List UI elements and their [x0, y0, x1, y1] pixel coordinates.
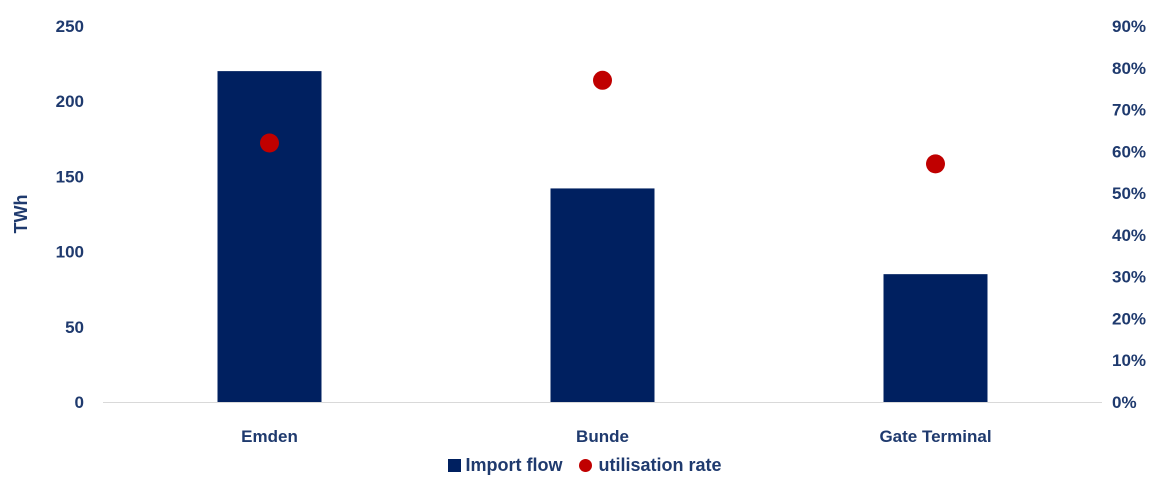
point-utilisation-rate — [926, 154, 945, 174]
y2-tick-label: 20% — [1112, 309, 1146, 328]
legend: Import flow utilisation rate — [0, 455, 1170, 477]
x-tick-label: Bunde — [576, 427, 629, 446]
y-tick-label: 200 — [56, 92, 84, 111]
y2-tick-label: 30% — [1112, 268, 1146, 287]
y2-tick-label: 90% — [1112, 17, 1146, 36]
y2-tick-label: 0% — [1112, 393, 1137, 412]
y2-tick-label: 40% — [1112, 226, 1146, 245]
legend-swatch-utilisation-rate — [579, 459, 593, 472]
y2-tick-label: 70% — [1112, 101, 1146, 120]
y-tick-label: 0 — [75, 393, 84, 412]
y2-tick-label: 80% — [1112, 59, 1146, 78]
legend-label-utilisation-rate: utilisation rate — [598, 455, 722, 475]
y-tick-label: 50 — [65, 318, 84, 337]
x-tick-label: Gate Terminal — [879, 427, 991, 446]
point-utilisation-rate — [260, 133, 279, 153]
x-tick-label: Emden — [241, 427, 298, 446]
y2-tick-label: 50% — [1112, 184, 1146, 203]
legend-swatch-import-flow — [448, 459, 462, 472]
chart: 0 50 100 150 200 250 0% 10% 20% 30% 40% 50% 60% 70% 80… — [11, 17, 1146, 446]
y-tick-label: 150 — [56, 167, 84, 186]
bar-import-flow — [217, 71, 322, 403]
legend-label-import-flow: Import flow — [465, 455, 563, 475]
point-utilisation-rate — [593, 70, 612, 90]
bar-import-flow — [883, 274, 988, 402]
y2-tick-label: 10% — [1112, 351, 1146, 370]
legend-item-import-flow: Import flow — [448, 455, 562, 476]
y-axis-title: TWh — [11, 195, 31, 234]
y2-tick-label: 60% — [1112, 142, 1146, 161]
bar-import-flow — [550, 188, 655, 402]
y-tick-label: 100 — [56, 243, 84, 262]
legend-item-utilisation-rate: utilisation rate — [579, 455, 722, 476]
y-tick-label: 250 — [56, 17, 84, 36]
